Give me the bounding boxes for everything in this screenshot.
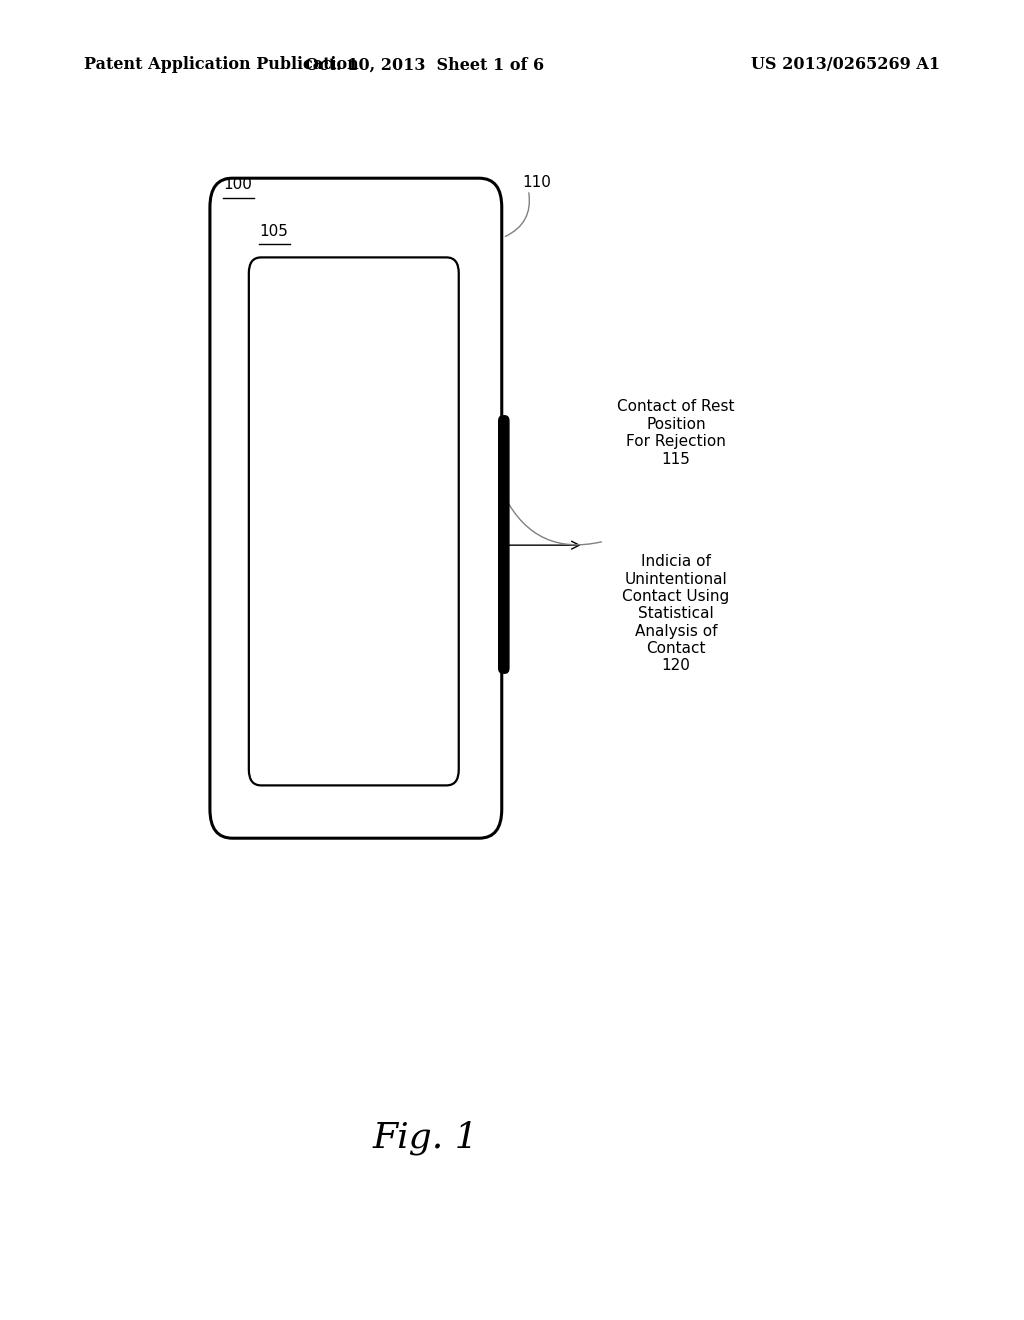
FancyBboxPatch shape xyxy=(249,257,459,785)
Text: 105: 105 xyxy=(259,223,288,239)
FancyBboxPatch shape xyxy=(499,416,509,673)
Text: US 2013/0265269 A1: US 2013/0265269 A1 xyxy=(751,57,940,73)
Text: 110: 110 xyxy=(522,174,551,190)
Text: Contact of Rest
Position
For Rejection
115: Contact of Rest Position For Rejection 1… xyxy=(617,400,734,466)
Text: Indicia of
Unintentional
Contact Using
Statistical
Analysis of
Contact
120: Indicia of Unintentional Contact Using S… xyxy=(623,554,729,673)
FancyBboxPatch shape xyxy=(210,178,502,838)
Text: Oct. 10, 2013  Sheet 1 of 6: Oct. 10, 2013 Sheet 1 of 6 xyxy=(305,57,545,73)
Text: Fig. 1: Fig. 1 xyxy=(372,1121,478,1155)
Text: 100: 100 xyxy=(223,177,252,193)
Text: Patent Application Publication: Patent Application Publication xyxy=(84,57,358,73)
